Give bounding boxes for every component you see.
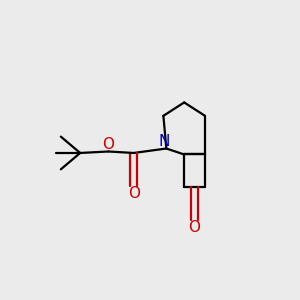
Text: O: O — [102, 136, 114, 152]
Text: N: N — [158, 134, 170, 148]
Text: O: O — [128, 186, 140, 201]
Text: O: O — [189, 220, 201, 235]
